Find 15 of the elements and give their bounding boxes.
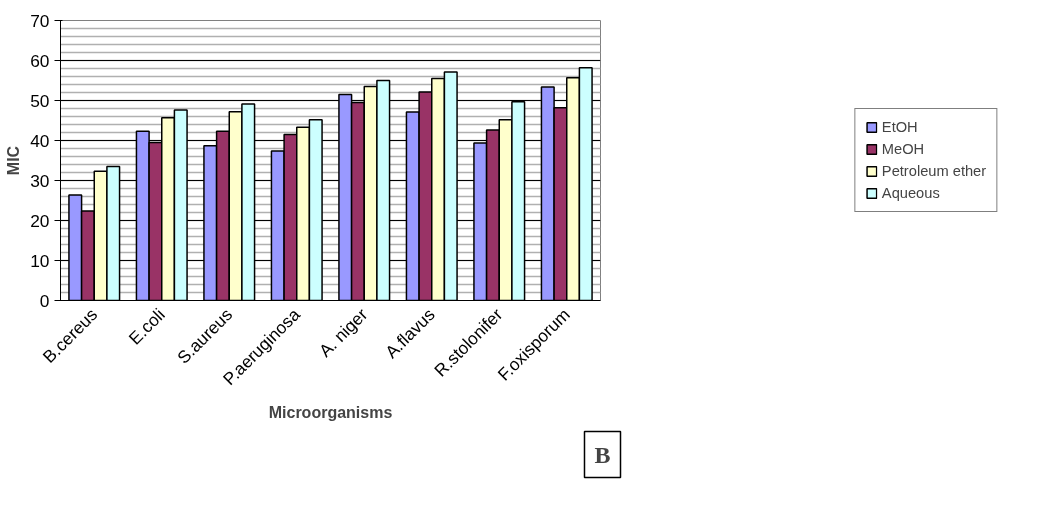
y-tick-label: 10	[30, 250, 50, 271]
legend-label: EtOH	[881, 119, 918, 135]
y-tick-label: 30	[30, 170, 50, 191]
legend-label: Aqueous	[881, 185, 940, 201]
y-tick-label: 20	[30, 210, 50, 231]
y-axis-title: MIC	[5, 145, 23, 176]
y-tick-label: 50	[30, 90, 50, 111]
legend-label: MeOH	[881, 141, 925, 157]
text: B	[594, 441, 611, 468]
x-axis-title: Microorganisms	[268, 404, 393, 422]
legend-label: Petroleum ether	[881, 163, 987, 179]
y-tick-label: 70	[30, 10, 50, 31]
y-tick-label: 0	[39, 290, 50, 311]
y-tick-label: 60	[30, 50, 50, 71]
y-tick-label: 40	[30, 130, 50, 151]
